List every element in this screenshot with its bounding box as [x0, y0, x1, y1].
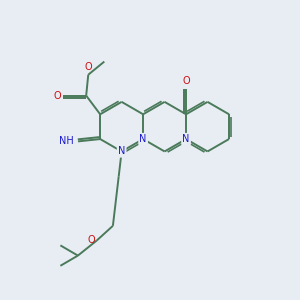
Text: N: N: [140, 134, 147, 144]
Text: O: O: [84, 62, 92, 72]
Text: O: O: [53, 91, 61, 100]
Text: O: O: [182, 76, 190, 86]
Text: N: N: [118, 146, 125, 157]
Text: N: N: [182, 134, 190, 144]
Text: NH: NH: [59, 136, 74, 146]
Text: O: O: [88, 236, 95, 245]
